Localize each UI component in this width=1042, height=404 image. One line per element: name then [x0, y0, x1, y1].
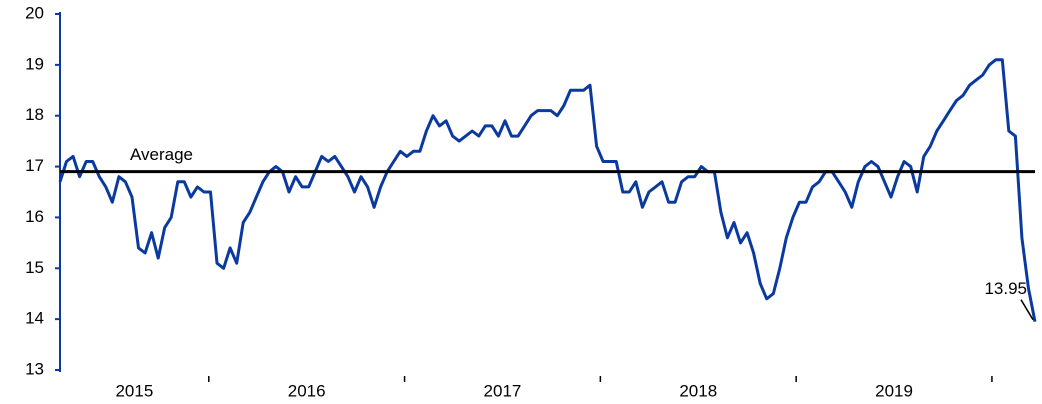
y-tick-label: 14	[25, 309, 44, 328]
end-value-label: 13.95	[984, 279, 1027, 298]
y-tick-label: 15	[25, 258, 44, 277]
x-category-label: 2018	[679, 381, 717, 400]
y-tick-label: 20	[25, 3, 44, 22]
x-category-label: 2017	[484, 381, 522, 400]
y-tick-label: 13	[25, 359, 44, 378]
annotation-leader	[1020, 299, 1034, 321]
data-line	[58, 58, 1037, 322]
y-tick-label: 16	[25, 207, 44, 226]
x-category-label: 2015	[115, 381, 153, 400]
y-tick-label: 19	[25, 54, 44, 73]
average-label: Average	[130, 145, 193, 164]
x-category-label: 2019	[875, 381, 913, 400]
x-category-label: 2016	[288, 381, 326, 400]
y-tick-label: 18	[25, 105, 44, 124]
y-tick-label: 17	[25, 156, 44, 175]
